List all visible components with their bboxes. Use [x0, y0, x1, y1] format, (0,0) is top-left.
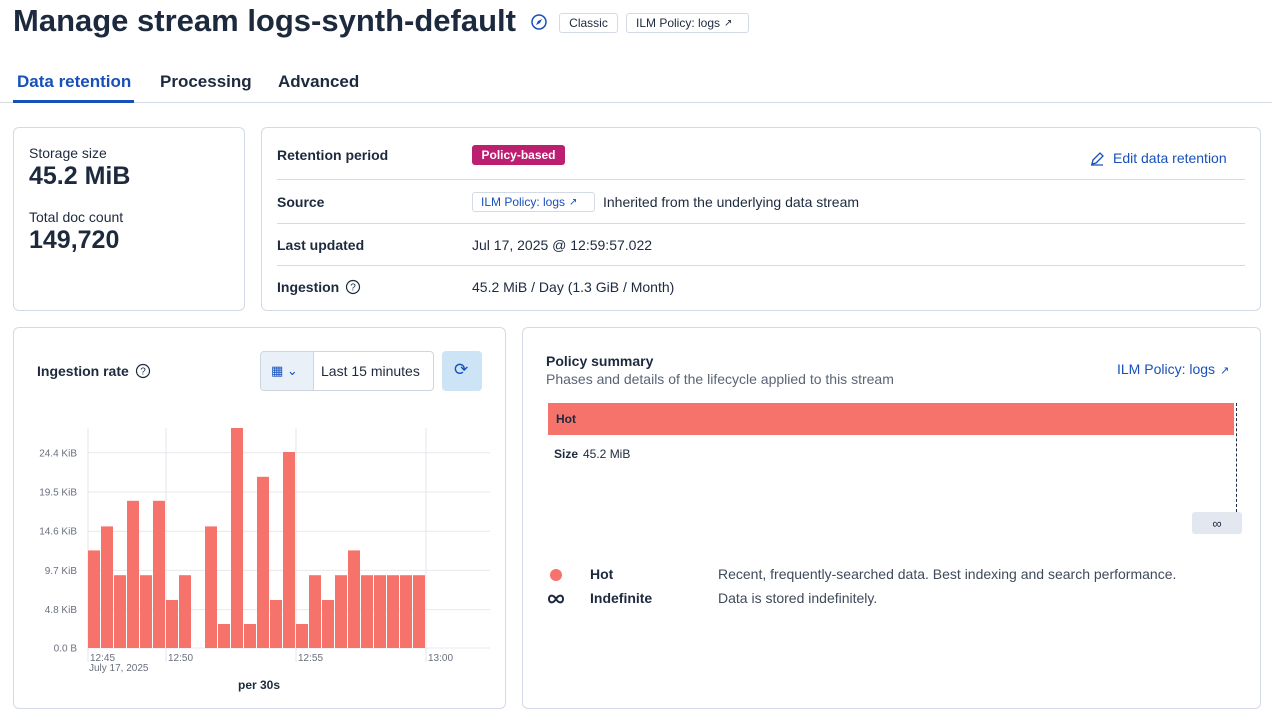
- policy-badge: Policy-based: [472, 145, 565, 165]
- svg-text:?: ?: [140, 367, 146, 378]
- stats-panel: [13, 127, 245, 311]
- badge-text: ILM Policy: logs: [636, 16, 721, 30]
- row-label: Last updated: [277, 237, 365, 253]
- bar: [231, 428, 243, 648]
- legend-description: Recent, frequently-searched data. Best i…: [718, 566, 1177, 582]
- bar: [218, 624, 230, 648]
- compass-icon: [531, 14, 547, 30]
- bar: [400, 575, 412, 648]
- edit-icon: [1091, 152, 1104, 166]
- badge: ILM Policy: logs ↗: [626, 13, 749, 33]
- row-label: Source: [277, 194, 325, 210]
- row-value: Inherited from the underlying data strea…: [603, 194, 860, 210]
- bar: [387, 575, 399, 648]
- x-tick-label: 12:45: [90, 653, 115, 664]
- bar: [270, 600, 282, 648]
- panel-title: Policy summary: [546, 353, 654, 369]
- badge: Classic: [559, 13, 618, 33]
- x-axis-title: per 30s: [238, 678, 280, 692]
- link-text[interactable]: ILM Policy: logs: [481, 195, 566, 209]
- svg-text:?: ?: [350, 283, 356, 294]
- stat-value: 45.2 MiB: [29, 162, 131, 190]
- y-tick-label: 19.5 KiB: [39, 488, 77, 499]
- chart-panel: [13, 327, 506, 709]
- edit-link[interactable]: Edit data retention: [1113, 150, 1227, 166]
- bar: [179, 575, 191, 648]
- bar: [361, 575, 373, 648]
- policy-panel: [522, 327, 1261, 709]
- refresh-button[interactable]: ⟳: [442, 351, 482, 391]
- bar: [244, 624, 256, 648]
- row-label: Retention period: [277, 147, 389, 163]
- bar: [348, 550, 360, 648]
- tab[interactable]: Advanced: [278, 72, 360, 91]
- bar: [127, 500, 139, 648]
- phase-bar: Hot: [548, 403, 1234, 435]
- tab[interactable]: Processing: [160, 72, 252, 91]
- retention-panel: [261, 127, 1261, 311]
- bar: [296, 624, 308, 648]
- y-tick-label: 0.0 B: [54, 644, 78, 655]
- source-link[interactable]: ILM Policy: logs ↗: [472, 192, 595, 212]
- help-icon[interactable]: ?: [135, 363, 151, 379]
- size-value: 45.2 MiB: [583, 447, 631, 461]
- date-picker[interactable]: ▦ ⌄ Last 15 minutes: [260, 351, 434, 391]
- policy-link[interactable]: ILM Policy: logs ↗: [1117, 361, 1230, 377]
- row-label: Ingestion: [277, 279, 340, 295]
- legend-name: Hot: [590, 566, 614, 582]
- infinity-icon: [547, 594, 565, 604]
- page-title: Manage stream logs-synth-default: [13, 3, 516, 38]
- bar: [413, 575, 425, 648]
- x-tick-label: 12:55: [298, 653, 323, 664]
- stat-label: Storage size: [29, 145, 107, 161]
- link-text[interactable]: ILM Policy: logs: [1117, 361, 1216, 377]
- date-quick-menu[interactable]: ▦ ⌄: [261, 352, 314, 390]
- end-badge: ∞: [1192, 512, 1242, 534]
- size-label: Size: [554, 447, 579, 461]
- panel-subtitle: Phases and details of the lifecycle appl…: [546, 371, 894, 387]
- row-value: Jul 17, 2025 @ 12:59:57.022: [472, 237, 653, 253]
- y-tick-label: 24.4 KiB: [39, 448, 77, 459]
- stat-value: 149,720: [29, 226, 120, 254]
- bar: [101, 526, 113, 648]
- time-range[interactable]: Last 15 minutes: [321, 363, 420, 379]
- bar: [140, 575, 152, 648]
- y-tick-label: 9.7 KiB: [45, 566, 78, 577]
- bar: [257, 476, 269, 648]
- bar: [374, 575, 386, 648]
- x-tick-label: 13:00: [428, 653, 453, 664]
- phase-end: [1236, 403, 1237, 512]
- bar: [335, 575, 347, 648]
- bar: [283, 452, 295, 648]
- tab[interactable]: Data retention: [17, 72, 132, 91]
- legend-dot: [550, 569, 562, 581]
- bar: [322, 600, 334, 648]
- legend-name: Indefinite: [590, 590, 653, 606]
- help-icon[interactable]: ?: [345, 279, 361, 295]
- legend-description: Data is stored indefinitely.: [718, 590, 878, 606]
- x-tick-label: 12:50: [168, 653, 193, 664]
- bar: [166, 600, 178, 648]
- bar: [153, 500, 165, 648]
- y-tick-label: 14.6 KiB: [39, 527, 77, 538]
- tab-underline: [13, 100, 134, 103]
- y-tick-label: 4.8 KiB: [45, 605, 78, 616]
- panel-title: Ingestion rate: [37, 363, 129, 379]
- bar: [114, 575, 126, 648]
- bar: [205, 526, 217, 648]
- stat-label: Total doc count: [29, 209, 124, 225]
- x-sublabel: July 17, 2025: [89, 663, 149, 674]
- row-value: 45.2 MiB / Day (1.3 GiB / Month): [472, 279, 675, 295]
- bar: [309, 575, 321, 648]
- bar: [88, 550, 100, 648]
- phase-label: Hot: [556, 412, 576, 426]
